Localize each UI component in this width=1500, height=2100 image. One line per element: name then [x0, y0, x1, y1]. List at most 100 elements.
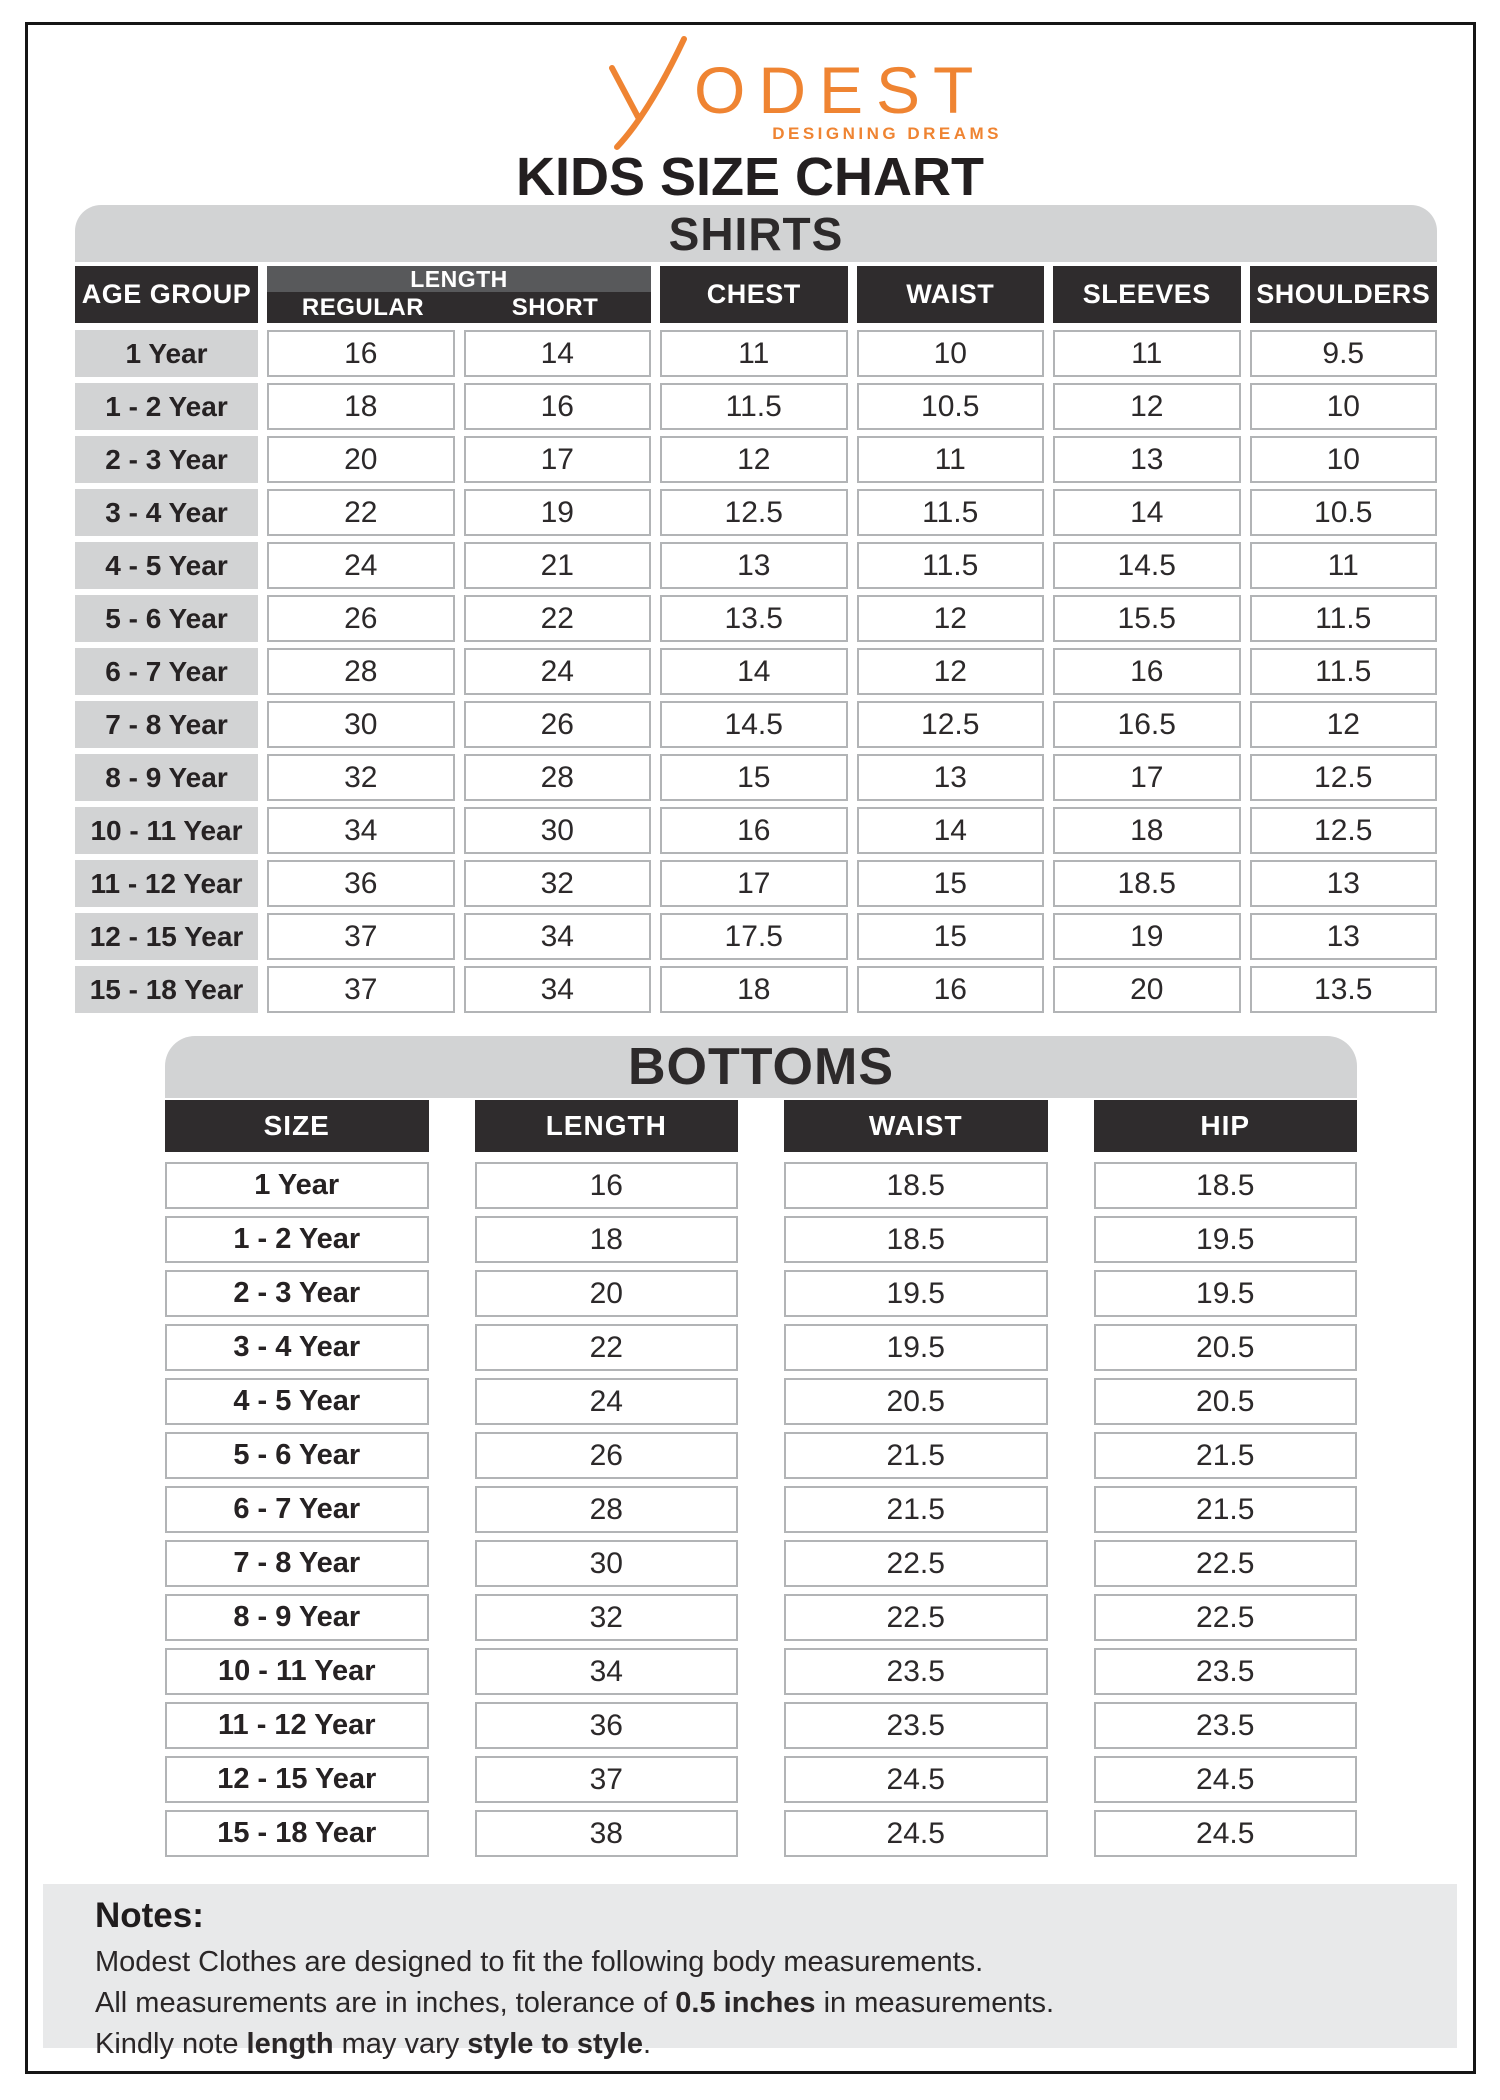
measurement-cell: 21.5 [784, 1432, 1048, 1479]
measurement-cell: 18.5 [1053, 860, 1241, 907]
measurement-cell: 23.5 [784, 1648, 1048, 1695]
measurement-cell: 24.5 [784, 1756, 1048, 1803]
header-size: SIZE [165, 1100, 429, 1152]
measurement-cell: 11 [1249, 542, 1437, 589]
measurement-cell: 12 [856, 595, 1044, 642]
measurement-cell: 21.5 [784, 1486, 1048, 1533]
measurement-cell: 21.5 [1093, 1432, 1357, 1479]
size-cell: 2 - 3 Year [165, 1270, 429, 1317]
measurement-cell: 24.5 [784, 1810, 1048, 1857]
measurement-cell: 16 [474, 1162, 738, 1209]
measurement-cell: 14.5 [660, 701, 848, 748]
measurement-cell: 15 [660, 754, 848, 801]
age-group-cell: 1 - 2 Year [75, 383, 258, 430]
measurement-cell: 36 [267, 860, 455, 907]
measurement-cell: 12 [1053, 383, 1241, 430]
measurement-cell: 17 [463, 436, 651, 483]
measurement-cell: 18.5 [784, 1162, 1048, 1209]
measurement-cell: 19.5 [784, 1324, 1048, 1371]
notes-bold-tolerance: 0.5 inches [675, 1987, 816, 2019]
measurement-cell: 22 [474, 1324, 738, 1371]
age-group-cell: 2 - 3 Year [75, 436, 258, 483]
header-sleeves: SLEEVES [1053, 266, 1241, 323]
measurement-cell: 13 [1053, 436, 1241, 483]
age-group-cell: 4 - 5 Year [75, 542, 258, 589]
measurement-cell: 11.5 [1249, 595, 1437, 642]
measurement-cell: 19 [463, 489, 651, 536]
measurement-cell: 13.5 [1249, 966, 1437, 1013]
measurement-cell: 22.5 [1093, 1594, 1357, 1641]
measurement-cell: 26 [474, 1432, 738, 1479]
notes-text: may vary [333, 2028, 468, 2060]
bottoms-table-row: 11 - 12 Year 36 23.5 23.5 [165, 1702, 1357, 1749]
brand-logo: ODEST DESIGNING DREAMS [590, 34, 1040, 150]
bottoms-table-row: 12 - 15 Year 37 24.5 24.5 [165, 1756, 1357, 1803]
bottoms-table-row: 1 Year 16 18.5 18.5 [165, 1162, 1357, 1209]
header-length: LENGTH [267, 266, 651, 292]
age-group-cell: 6 - 7 Year [75, 648, 258, 695]
measurement-cell: 32 [474, 1594, 738, 1641]
measurement-cell: 15 [856, 860, 1044, 907]
measurement-cell: 28 [474, 1486, 738, 1533]
measurement-cell: 37 [267, 966, 455, 1013]
measurement-cell: 10 [1249, 436, 1437, 483]
shirts-table-header: AGE GROUP LENGTH REGULAR SHORT CHEST WAI… [75, 266, 1437, 323]
measurement-cell: 18.5 [1093, 1162, 1357, 1209]
measurement-cell: 18 [660, 966, 848, 1013]
logo-text: ODEST [694, 53, 987, 127]
measurement-cell: 23.5 [1093, 1648, 1357, 1695]
size-cell: 11 - 12 Year [165, 1702, 429, 1749]
measurement-cell: 34 [463, 966, 651, 1013]
measurement-cell: 16 [463, 383, 651, 430]
measurement-cell: 19 [1053, 913, 1241, 960]
measurement-cell: 12.5 [660, 489, 848, 536]
measurement-cell: 13.5 [660, 595, 848, 642]
size-cell: 8 - 9 Year [165, 1594, 429, 1641]
measurement-cell: 22 [463, 595, 651, 642]
shirts-table-row: 1 Year 16 14 11 10 11 9.5 [75, 330, 1437, 377]
measurement-cell: 16 [660, 807, 848, 854]
measurement-cell: 14 [463, 330, 651, 377]
shirts-table-row: 6 - 7 Year 28 24 14 12 16 11.5 [75, 648, 1437, 695]
measurement-cell: 12.5 [1249, 807, 1437, 854]
size-cell: 15 - 18 Year [165, 1810, 429, 1857]
measurement-cell: 12 [1249, 701, 1437, 748]
measurement-cell: 12.5 [856, 701, 1044, 748]
bottoms-table-row: 4 - 5 Year 24 20.5 20.5 [165, 1378, 1357, 1425]
measurement-cell: 36 [474, 1702, 738, 1749]
measurement-cell: 10 [1249, 383, 1437, 430]
shirts-table-row: 12 - 15 Year 37 34 17.5 15 19 13 [75, 913, 1437, 960]
measurement-cell: 11.5 [856, 542, 1044, 589]
bottoms-section-header: BOTTOMS [165, 1036, 1357, 1098]
bottoms-table-row: 3 - 4 Year 22 19.5 20.5 [165, 1324, 1357, 1371]
page-border-frame [25, 22, 1476, 2074]
bottoms-table-header: SIZE LENGTH WAIST HIP [165, 1100, 1357, 1152]
age-group-cell: 15 - 18 Year [75, 966, 258, 1013]
measurement-cell: 19.5 [1093, 1270, 1357, 1317]
notes-bold-length: length [246, 2028, 334, 2060]
measurement-cell: 11 [660, 330, 848, 377]
bottoms-table-row: 5 - 6 Year 26 21.5 21.5 [165, 1432, 1357, 1479]
header-bottoms-hip: HIP [1093, 1100, 1357, 1152]
shirts-table-row: 1 - 2 Year 18 16 11.5 10.5 12 10 [75, 383, 1437, 430]
header-age-group: AGE GROUP [75, 266, 258, 323]
header-length-subrow: REGULAR SHORT [267, 292, 651, 323]
bottoms-table-row: 2 - 3 Year 20 19.5 19.5 [165, 1270, 1357, 1317]
age-group-cell: 7 - 8 Year [75, 701, 258, 748]
header-bottoms-waist: WAIST [784, 1100, 1048, 1152]
measurement-cell: 38 [474, 1810, 738, 1857]
measurement-cell: 12 [660, 436, 848, 483]
measurement-cell: 22.5 [1093, 1540, 1357, 1587]
measurement-cell: 20.5 [1093, 1378, 1357, 1425]
shirts-table-row: 4 - 5 Year 24 21 13 11.5 14.5 11 [75, 542, 1437, 589]
shirts-table-row: 11 - 12 Year 36 32 17 15 18.5 13 [75, 860, 1437, 907]
measurement-cell: 12.5 [1249, 754, 1437, 801]
age-group-cell: 12 - 15 Year [75, 913, 258, 960]
size-cell: 3 - 4 Year [165, 1324, 429, 1371]
notes-line-2: All measurements are in inches, toleranc… [95, 1983, 1417, 2024]
measurement-cell: 34 [463, 913, 651, 960]
measurement-cell: 9.5 [1249, 330, 1437, 377]
measurement-cell: 13 [1249, 913, 1437, 960]
size-cell: 10 - 11 Year [165, 1648, 429, 1695]
